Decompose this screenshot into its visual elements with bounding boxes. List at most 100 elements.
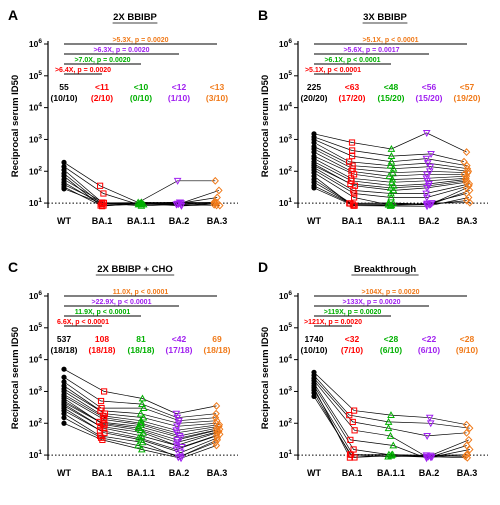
participant-line (313, 167, 470, 194)
data-point-BA.1.1 (389, 168, 397, 176)
gmt-label-WT: 1740 (305, 334, 324, 344)
gmt-label-BA.1.1: <28 (384, 334, 399, 344)
gmt-label-BA.2: <56 (422, 82, 437, 92)
gmt-label-BA.3: 69 (212, 334, 222, 344)
data-point-BA.1.1 (386, 161, 395, 169)
comparison-label-BA.1: >121X, p = 0.0020 (304, 319, 362, 326)
data-point-BA.1.1 (137, 419, 145, 427)
data-point-BA.1.1 (387, 189, 395, 197)
data-point-BA.1 (99, 200, 106, 207)
data-point-BA.3 (213, 198, 221, 207)
x-tick-label-BA.3: BA.3 (457, 468, 478, 478)
data-point-BA.1 (347, 180, 354, 188)
panel-B: B 3X BBIBP Reciprocal serum ID50 101 102 103 1… (258, 7, 488, 226)
data-point-BA.3 (462, 196, 471, 205)
y-tick-label: 106 (29, 290, 42, 301)
data-point-BA.3 (212, 409, 220, 418)
y-tick-label: 101 (29, 449, 42, 460)
participant-line (313, 136, 465, 163)
data-point-BA.2 (178, 444, 186, 451)
y-axis-label: Reciprocal serum ID50 (260, 75, 271, 177)
participant-line (313, 139, 468, 167)
gmt-label-BA.1: <32 (345, 334, 360, 344)
x-tick-label-BA.3: BA.3 (207, 216, 228, 226)
fraction-label-WT: (10/10) (301, 345, 328, 355)
comparison-label-BA.1.1: >6.1X, p < 0.0001 (324, 57, 380, 64)
comparison-label-BA.1.1: >119X, p = 0.0020 (324, 309, 382, 316)
gmt-label-BA.3: <57 (460, 82, 475, 92)
data-point-WT (61, 415, 67, 421)
comparison-label-BA.1: >5.1X, p < 0.0001 (305, 67, 361, 74)
comparison-label-BA.2: >6.3X, p = 0.0020 (93, 47, 149, 54)
x-tick-label-BA.2: BA.2 (419, 468, 440, 478)
gmt-label-BA.1: <11 (95, 82, 109, 92)
data-point-BA.2 (422, 190, 431, 198)
participant-line (313, 179, 467, 206)
data-point-BA.1.1 (388, 178, 396, 186)
x-tick-label-BA.1.1: BA.1.1 (377, 468, 405, 478)
data-point-BA.2 (422, 194, 431, 202)
gmt-label-WT: 55 (59, 82, 69, 92)
data-point-WT (61, 167, 67, 173)
panel-letter: A (8, 7, 18, 23)
data-point-BA.1.1 (389, 441, 398, 449)
fraction-label-BA.1: (17/20) (339, 93, 366, 103)
data-point-BA.2 (172, 442, 181, 450)
data-point-BA.1 (97, 423, 104, 430)
fraction-label-BA.3: (9/10) (456, 345, 478, 355)
x-tick-label-BA.1: BA.1 (342, 468, 363, 478)
data-point-BA.2 (422, 155, 431, 163)
data-point-BA.2 (425, 181, 433, 188)
y-tick-label: 102 (279, 417, 292, 428)
fraction-label-BA.2: (15/20) (416, 93, 443, 103)
data-point-BA.1 (101, 421, 108, 428)
fraction-label-BA.2: (17/18) (166, 345, 193, 355)
participant-line (63, 405, 220, 448)
gmt-label-BA.1: 108 (95, 334, 109, 344)
data-point-WT (311, 185, 317, 191)
y-tick-label: 104 (29, 102, 42, 113)
fraction-label-BA.1: (2/10) (91, 93, 113, 103)
data-point-BA.1.1 (136, 426, 145, 434)
y-tick-label: 105 (29, 70, 42, 81)
comparison-label-BA.3: >5.3X, p = 0.0020 (112, 37, 168, 44)
data-point-BA.2 (422, 130, 431, 137)
fraction-label-BA.2: (6/10) (418, 345, 440, 355)
y-tick-label: 103 (279, 133, 292, 144)
data-point-BA.2 (176, 434, 185, 442)
fraction-label-BA.1.1: (6/10) (380, 345, 402, 355)
fraction-label-WT: (10/10) (51, 93, 78, 103)
data-point-BA.1.1 (138, 394, 147, 402)
participant-line (63, 417, 216, 457)
panel-title: Breakthrough (354, 264, 416, 275)
participant-line (313, 142, 468, 170)
data-point-BA.3 (462, 441, 471, 450)
x-tick-label-BA.2: BA.2 (169, 468, 190, 478)
x-tick-label-BA.1.1: BA.1.1 (377, 216, 405, 226)
x-tick-label-BA.3: BA.3 (207, 468, 228, 478)
data-point-BA.2 (428, 200, 436, 208)
data-point-WT (61, 374, 67, 380)
participant-line (313, 372, 467, 426)
x-tick-label-WT: WT (57, 216, 71, 226)
gmt-label-WT: 225 (307, 82, 321, 92)
x-tick-label-BA.1: BA.1 (92, 216, 113, 226)
data-point-BA.2 (427, 151, 435, 158)
y-tick-label: 104 (279, 102, 292, 113)
fraction-label-BA.3: (3/10) (206, 93, 228, 103)
y-tick-label: 103 (279, 385, 292, 396)
fraction-label-WT: (18/18) (51, 345, 78, 355)
data-point-BA.3 (460, 157, 468, 166)
data-point-BA.3 (466, 445, 474, 454)
gmt-label-BA.2: <42 (172, 334, 187, 344)
data-point-BA.3 (213, 193, 221, 202)
participant-line (63, 422, 217, 459)
x-tick-label-WT: WT (57, 468, 71, 478)
comparison-label-BA.3: 11.0X, p < 0.0001 (113, 289, 169, 296)
participant-line (313, 151, 465, 177)
data-point-BA.1.1 (387, 193, 395, 201)
data-point-BA.1.1 (137, 431, 146, 439)
data-point-BA.1 (349, 418, 356, 426)
data-point-BA.1.1 (138, 400, 146, 408)
